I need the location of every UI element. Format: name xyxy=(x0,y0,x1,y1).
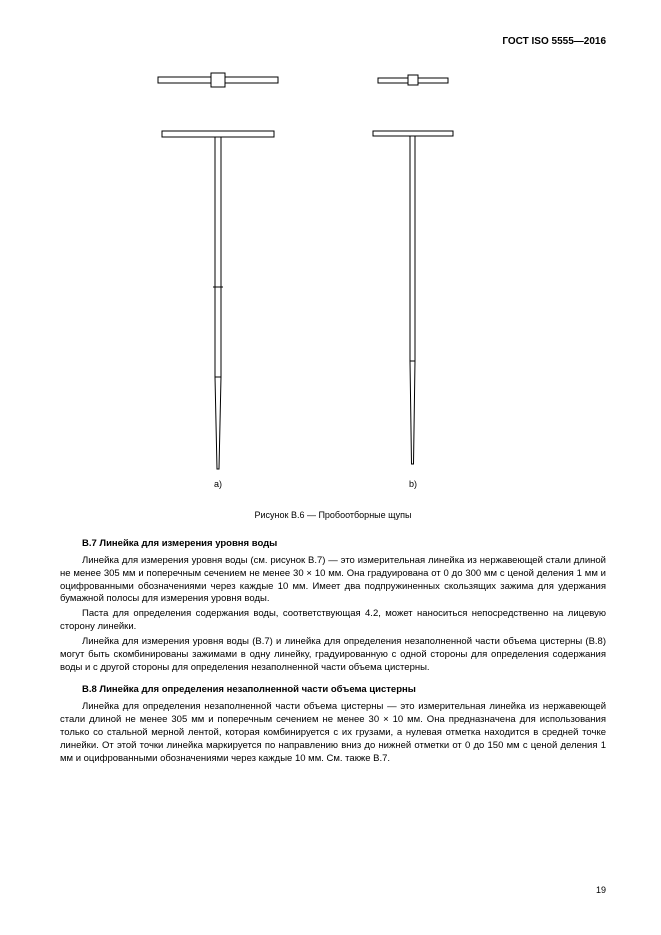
doc-header: ГОСТ ISO 5555—2016 xyxy=(60,36,606,47)
section-b8: B.8 Линейка для определения незаполненно… xyxy=(60,684,606,765)
section-b8-heading: B.8 Линейка для определения незаполненно… xyxy=(82,684,606,695)
section-b7-p1: Линейка для измерения уровня воды (см. р… xyxy=(60,555,606,606)
section-b7-p3: Линейка для измерения уровня воды (B.7) … xyxy=(60,636,606,674)
section-b7: B.7 Линейка для измерения уровня воды Ли… xyxy=(60,538,606,674)
section-b7-p2: Паста для определения содержания воды, с… xyxy=(60,608,606,634)
section-b7-heading: B.7 Линейка для измерения уровня воды xyxy=(82,538,606,549)
section-b8-p1: Линейка для определения незаполненной ча… xyxy=(60,701,606,765)
page-number: 19 xyxy=(596,885,606,895)
figure-label-a: a) xyxy=(214,479,222,489)
figure-label-b: b) xyxy=(409,479,417,489)
figure-b6: a) b) xyxy=(60,59,606,504)
figure-caption: Рисунок B.6 — Пробоотборные щупы xyxy=(60,510,606,520)
probe-diagram: a) b) xyxy=(60,59,600,504)
